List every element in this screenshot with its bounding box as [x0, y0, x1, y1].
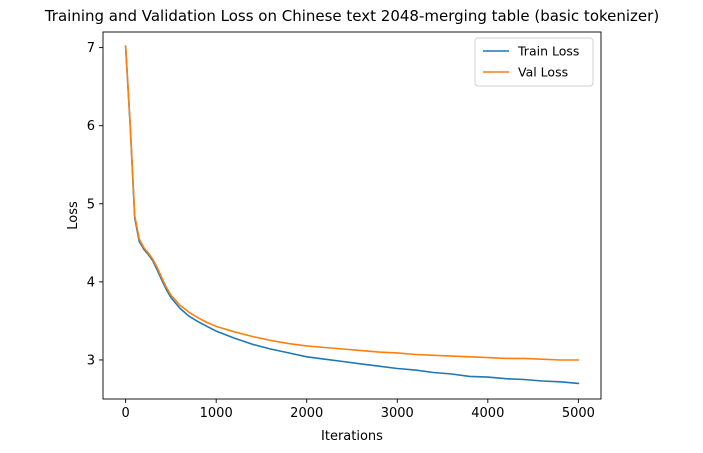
x-tick-label: 4000 — [471, 406, 504, 421]
x-axis: 0 1000 2000 3000 4000 5000 — [121, 399, 595, 421]
y-tick-label: 5 — [87, 197, 95, 212]
y-tick-label: 3 — [87, 353, 95, 368]
x-tick-label: 5000 — [562, 406, 595, 421]
axes-frame — [102, 31, 602, 400]
legend: Train Loss Val Loss — [474, 37, 594, 87]
x-tick-label: 2000 — [290, 406, 323, 421]
x-tick-label: 0 — [121, 406, 129, 421]
chart-title: Training and Validation Loss on Chinese … — [44, 7, 659, 25]
x-axis-label: Iterations — [321, 429, 383, 444]
series-line-0 — [124, 45, 580, 385]
legend-label: Train Loss — [517, 44, 579, 59]
y-axis: 3 4 5 6 7 — [87, 41, 103, 368]
y-tick-label: 7 — [87, 41, 95, 56]
series-line-1 — [124, 45, 580, 361]
x-tick-label: 1000 — [200, 406, 233, 421]
x-tick-label: 3000 — [381, 406, 414, 421]
plot-area — [124, 45, 580, 385]
legend-box — [474, 37, 594, 87]
y-tick-label: 4 — [87, 275, 95, 290]
legend-label: Val Loss — [518, 65, 568, 80]
y-tick-label: 6 — [87, 119, 95, 134]
y-axis-label: Loss — [66, 201, 81, 230]
